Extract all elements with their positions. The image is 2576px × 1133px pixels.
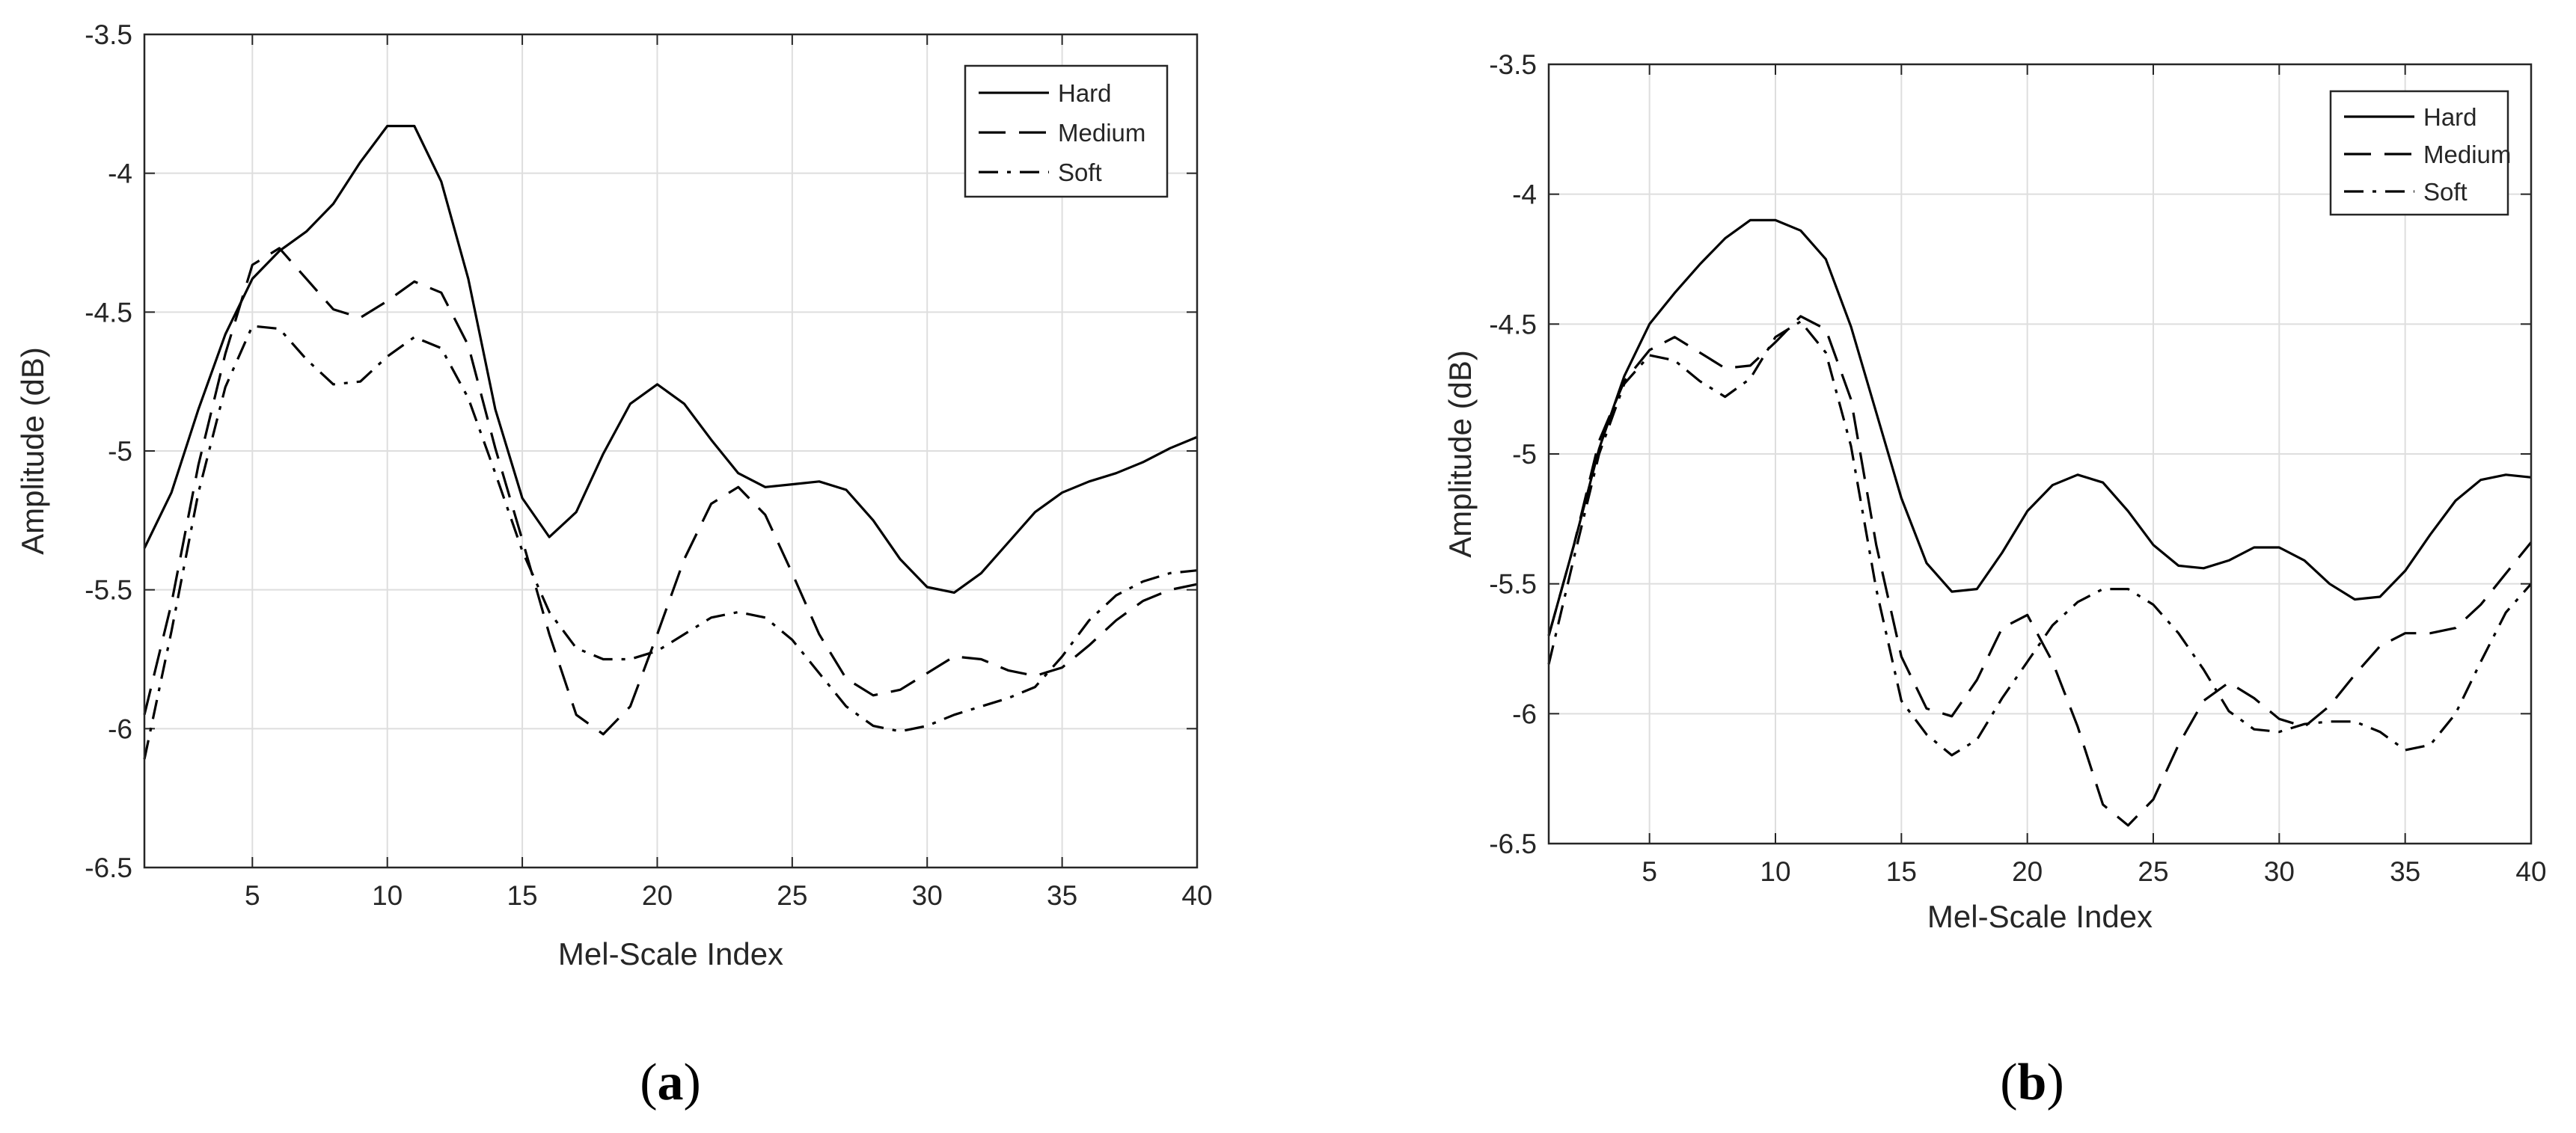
- series-line-soft: [1547, 320, 2533, 757]
- y-tick-label: -4.5: [1489, 309, 1537, 340]
- y-tick-label: -4: [108, 159, 132, 189]
- y-tick-label: -6.5: [85, 853, 132, 883]
- x-axis-label: Mel-Scale Index: [558, 936, 783, 971]
- x-tick-label: 35: [2390, 856, 2420, 887]
- caption-close-paren: ): [684, 1054, 701, 1111]
- x-tick-label: 20: [642, 880, 673, 911]
- chart-a: 5 10 15 20 25 30 35 40 -3.5 -4 -4.5 -5 -5.5 -6 -6.5 Mel…: [15, 19, 1213, 1111]
- y-tick-label: -6: [108, 713, 132, 744]
- chart-b: 5 10 15 20 25 30 35 40 -3.5 -4 -4.5 -5 -5.5 -6 -6.5 Mel…: [1443, 49, 2547, 1111]
- caption-letter: a: [658, 1054, 684, 1111]
- caption-open-paren: (: [640, 1054, 657, 1111]
- y-tick-label: -5.5: [85, 575, 132, 606]
- series-line-hard: [143, 124, 1198, 595]
- x-tick-label: 15: [1886, 856, 1917, 887]
- x-tick-label: 30: [912, 880, 943, 911]
- y-tick-label: -6: [1512, 698, 1537, 729]
- axes-box: [1547, 63, 2533, 845]
- axes-box: [143, 33, 1199, 869]
- x-tick-label: 35: [1047, 880, 1077, 911]
- series-line-hard: [1547, 218, 2532, 636]
- y-axis-label: Amplitude (dB): [1443, 350, 1478, 558]
- y-tick-label: -5: [108, 436, 132, 467]
- y-tick-label: -3.5: [85, 19, 132, 50]
- subfigure-caption: (a): [640, 1054, 701, 1111]
- legend-label-hard: Hard: [2423, 103, 2477, 131]
- y-axis-label: Amplitude (dB): [15, 347, 50, 555]
- legend-label-soft: Soft: [1058, 159, 1102, 186]
- y-tick-label: -5.5: [1489, 569, 1537, 600]
- legend-label-medium: Medium: [2423, 141, 2511, 168]
- y-tick-label: -6.5: [1489, 829, 1537, 859]
- x-tick-label: 40: [1181, 880, 1212, 911]
- x-tick-label: 10: [1760, 856, 1790, 887]
- y-tick-label: -5: [1512, 439, 1537, 470]
- x-tick-label: 5: [245, 880, 260, 911]
- x-axis-label: Mel-Scale Index: [1927, 899, 2153, 934]
- x-tick-label: 15: [507, 880, 537, 911]
- subfigure-caption: (b): [2000, 1054, 2064, 1111]
- x-tick-label: 25: [2138, 856, 2168, 887]
- caption-letter: b: [2018, 1054, 2047, 1111]
- caption-open-paren: (: [2000, 1054, 2017, 1111]
- x-tick-label: 10: [372, 880, 403, 911]
- x-tick-label: 25: [777, 880, 807, 911]
- legend-label-soft: Soft: [2423, 178, 2468, 206]
- y-tick-label: -4: [1512, 179, 1537, 210]
- series-line-medium: [143, 247, 1198, 736]
- y-tick-label: -3.5: [1489, 49, 1537, 80]
- legend: Hard Medium Soft: [2329, 90, 2511, 216]
- x-tick-label: 30: [2264, 856, 2295, 887]
- x-tick-label: 5: [1642, 856, 1657, 887]
- legend-label-medium: Medium: [1058, 119, 1145, 147]
- legend: Hard Medium Soft: [964, 64, 1169, 198]
- y-tick-label: -4.5: [85, 297, 132, 328]
- caption-close-paren: ): [2046, 1054, 2063, 1111]
- x-tick-label: 40: [2515, 856, 2546, 887]
- series-line-medium: [1547, 315, 2533, 827]
- x-tick-label: 20: [2012, 856, 2043, 887]
- legend-label-hard: Hard: [1058, 79, 1112, 107]
